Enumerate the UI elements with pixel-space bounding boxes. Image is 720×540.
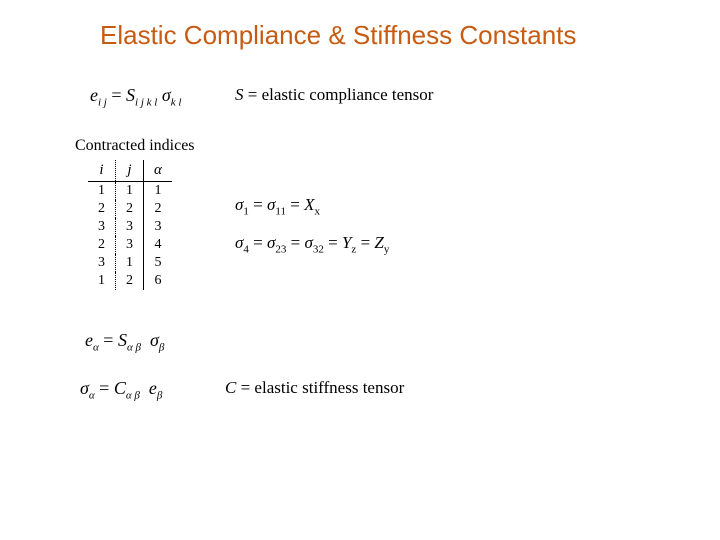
- cell: 2: [116, 272, 144, 290]
- cell: 3: [88, 254, 116, 272]
- sigma-examples: σ1 = σ11 = Xx σ4 = σ23 = σ32 = Yz = Zy: [235, 195, 389, 271]
- eq1-lhs-sub: i j: [98, 97, 107, 109]
- cell: 1: [116, 254, 144, 272]
- sym: σ: [80, 378, 89, 398]
- table-row: 315: [88, 254, 172, 272]
- sigma-row-2: σ4 = σ23 = σ32 = Yz = Zy: [235, 233, 389, 253]
- cell: 5: [144, 254, 172, 272]
- cell: 2: [88, 236, 116, 254]
- sub: α: [93, 342, 99, 354]
- sym: Z: [374, 233, 383, 252]
- cell: 3: [116, 236, 144, 254]
- slide-title: Elastic Compliance & Stiffness Constants: [100, 20, 576, 51]
- eq: =: [253, 233, 267, 252]
- table-row: 126: [88, 272, 172, 290]
- tensor-equation-1: ei j = Si j k l σk l: [90, 85, 181, 109]
- sym: X: [304, 195, 314, 214]
- cell: 6: [144, 272, 172, 290]
- eq: =: [103, 330, 118, 350]
- cell: 2: [144, 200, 172, 218]
- sub: β: [159, 342, 164, 354]
- cell: 1: [88, 182, 116, 201]
- table-row: 234: [88, 236, 172, 254]
- table-row: 222: [88, 200, 172, 218]
- sym: e: [85, 330, 93, 350]
- contracted-equation-sigma: σα = Cα β eβ: [80, 378, 162, 402]
- cell: 2: [116, 200, 144, 218]
- cell: 3: [144, 218, 172, 236]
- sub: x: [314, 205, 320, 217]
- eq1-rhs-sub: i j k l: [135, 97, 157, 109]
- table-row: 333: [88, 218, 172, 236]
- sub: 1: [243, 205, 249, 217]
- def2-text: = elastic stiffness tensor: [241, 378, 405, 397]
- contracted-indices-label: Contracted indices: [75, 137, 195, 155]
- eq1-sigma: σ: [162, 85, 171, 105]
- th-j: j: [116, 160, 144, 182]
- sub: 4: [243, 243, 249, 255]
- eq1-lhs-var: e: [90, 85, 98, 105]
- table-row: 111: [88, 182, 172, 201]
- eq: =: [291, 233, 305, 252]
- cell: 3: [116, 218, 144, 236]
- contracted-equation-e: eα = Sα β σβ: [85, 330, 164, 354]
- cell: 2: [88, 200, 116, 218]
- th-i: i: [88, 160, 116, 182]
- sym: e: [149, 378, 157, 398]
- cell: 1: [144, 182, 172, 201]
- sub: α: [89, 390, 95, 402]
- eq: =: [361, 233, 375, 252]
- eq: =: [290, 195, 304, 214]
- def2-symbol: C: [225, 378, 236, 397]
- sub: α β: [127, 342, 141, 354]
- eq1-equals: =: [111, 85, 126, 105]
- sub: α β: [126, 390, 140, 402]
- sub: y: [384, 243, 390, 255]
- sym: S: [118, 330, 127, 350]
- sub: 11: [275, 205, 286, 217]
- definition-s: S = elastic compliance tensor: [235, 85, 433, 105]
- slide: Elastic Compliance & Stiffness Constants…: [0, 0, 720, 540]
- sub: 23: [275, 243, 286, 255]
- cell: 3: [88, 218, 116, 236]
- sub: 32: [313, 243, 324, 255]
- sym: C: [114, 378, 126, 398]
- cell: 1: [88, 272, 116, 290]
- eq1-rhs-var: S: [126, 85, 135, 105]
- sigma-row-1: σ1 = σ11 = Xx: [235, 195, 389, 215]
- th-alpha: α: [144, 160, 172, 182]
- sym: σ: [150, 330, 159, 350]
- sub: z: [351, 243, 356, 255]
- index-table: i j α 111 222 333 234 315 126: [88, 160, 172, 290]
- eq: =: [253, 195, 267, 214]
- def1-text: = elastic compliance tensor: [248, 85, 434, 104]
- sym: σ: [304, 233, 312, 252]
- eq1-sigma-sub: k l: [171, 97, 182, 109]
- eq: =: [328, 233, 342, 252]
- def1-symbol: S: [235, 85, 244, 104]
- cell: 4: [144, 236, 172, 254]
- eq: =: [99, 378, 114, 398]
- definition-c: C = elastic stiffness tensor: [225, 378, 404, 398]
- cell: 1: [116, 182, 144, 201]
- sym: Y: [342, 233, 351, 252]
- sub: β: [157, 390, 162, 402]
